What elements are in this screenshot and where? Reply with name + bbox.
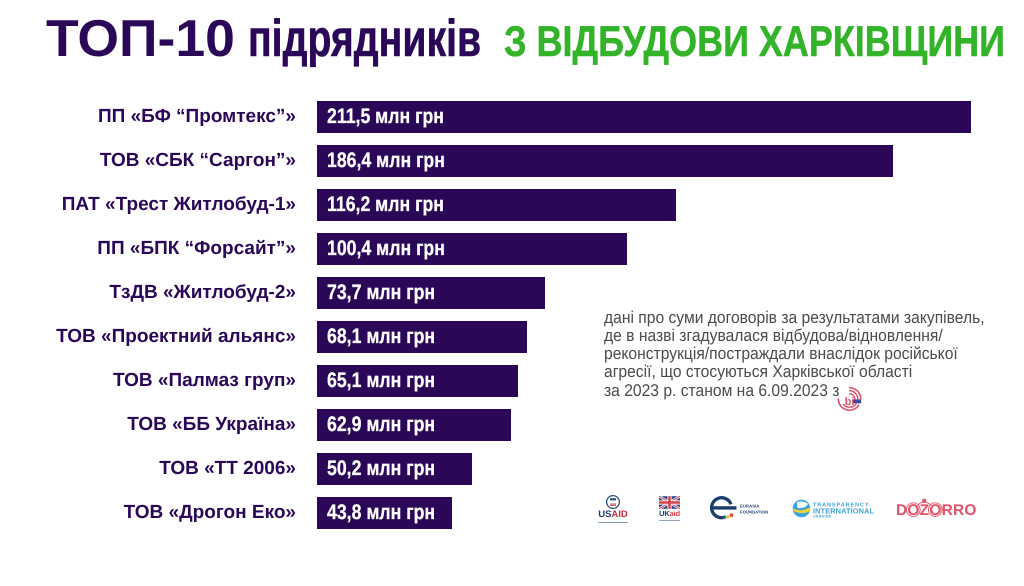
svg-text:FOUNDATION: FOUNDATION — [740, 510, 768, 515]
svg-text:UKRAINE: UKRAINE — [813, 515, 832, 519]
svg-text:bi: bi — [845, 396, 855, 408]
svg-text:INTERNATIONAL: INTERNATIONAL — [813, 507, 874, 516]
svg-text:EURASIA: EURASIA — [740, 504, 760, 509]
svg-text:TRANSPARENCY: TRANSPARENCY — [813, 502, 869, 508]
